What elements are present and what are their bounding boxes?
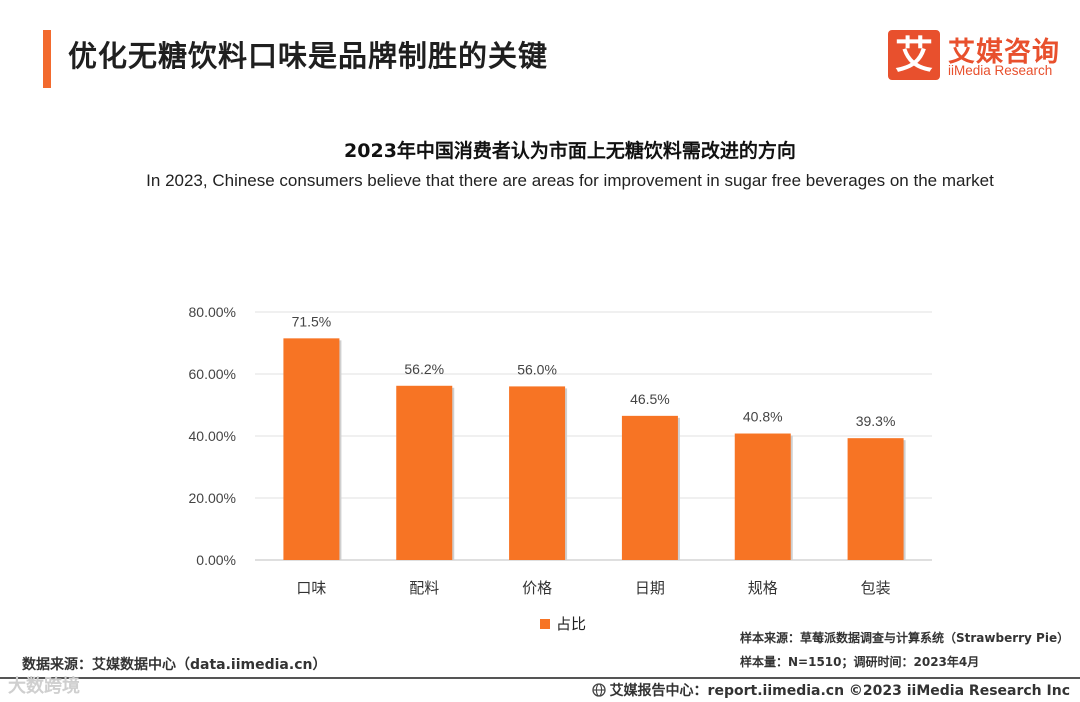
data-label: 46.5% xyxy=(630,391,670,407)
data-label: 56.2% xyxy=(404,361,444,377)
bar xyxy=(734,433,791,560)
sample-size: 样本量：N=1510；调研时间：2023年4月 xyxy=(740,655,980,669)
bar xyxy=(283,338,340,560)
page-title: 优化无糖饮料口味是品牌制胜的关键 xyxy=(68,39,549,73)
brand-logo: 艾 艾媒咨询 iiMedia Research xyxy=(888,30,1068,84)
chart-subtitle: In 2023, Chinese consumers believe that … xyxy=(146,171,994,190)
category-label: 配料 xyxy=(409,579,439,597)
y-tick-label: 20.00% xyxy=(189,490,236,506)
footer-divider xyxy=(0,677,1080,679)
footer-text: 艾媒报告中心：report.iimedia.cn ©2023 iiMedia R… xyxy=(609,683,1070,699)
bar xyxy=(847,438,904,560)
legend-label: 占比 xyxy=(556,615,587,633)
logo-name-cn: 艾媒咨询 xyxy=(948,37,1060,68)
y-tick-label: 0.00% xyxy=(196,552,236,568)
chart-title: 2023年中国消费者认为市面上无糖饮料需改进的方向 xyxy=(344,140,796,162)
y-tick-label: 80.00% xyxy=(189,304,236,320)
category-label: 价格 xyxy=(522,579,552,597)
bar xyxy=(509,386,566,560)
data-label: 71.5% xyxy=(292,313,332,329)
data-source: 数据来源：艾媒数据中心（data.iimedia.cn） xyxy=(22,657,327,673)
y-tick-label: 60.00% xyxy=(189,366,236,382)
bar xyxy=(396,385,453,560)
category-label: 规格 xyxy=(748,579,778,597)
sample-source: 样本来源：草莓派数据调查与计算系统（Strawberry Pie） xyxy=(740,631,1070,645)
category-label: 包装 xyxy=(861,579,891,597)
logo-mark: 艾 xyxy=(888,30,940,80)
watermark: 大数跨境 xyxy=(8,676,80,697)
title-accent-bar xyxy=(43,30,51,88)
data-label: 40.8% xyxy=(743,409,783,425)
logo-name-en: iiMedia Research xyxy=(948,63,1053,78)
y-tick-label: 40.00% xyxy=(189,428,236,444)
category-label: 日期 xyxy=(635,579,665,597)
bar xyxy=(621,415,678,560)
data-label: 56.0% xyxy=(517,361,557,377)
category-label: 口味 xyxy=(296,579,326,597)
chart-legend: 占比 xyxy=(540,613,586,634)
data-label: 39.3% xyxy=(856,413,896,429)
footer: 艾媒报告中心：report.iimedia.cn ©2023 iiMedia R… xyxy=(591,680,1070,700)
globe-icon xyxy=(591,683,606,697)
legend-swatch xyxy=(540,619,550,629)
